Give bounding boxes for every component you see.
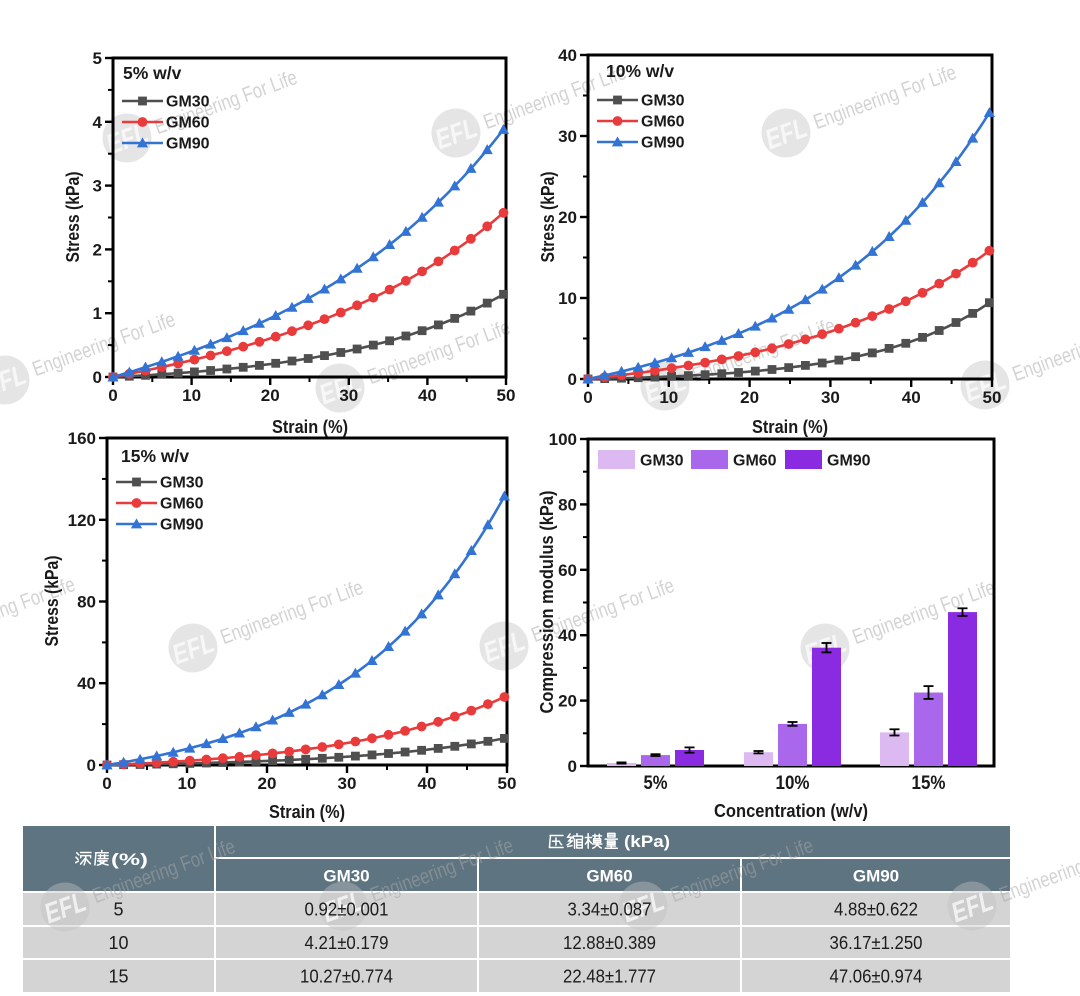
svg-text:Engineering For Life: Engineering For Life [0, 573, 78, 646]
svg-text:50: 50 [497, 386, 516, 405]
svg-text:12.88±0.389: 12.88±0.389 [563, 933, 656, 953]
svg-text:40: 40 [902, 388, 921, 407]
svg-text:0: 0 [93, 368, 102, 387]
svg-text:80: 80 [77, 593, 96, 612]
svg-text:22.48±1.777: 22.48±1.777 [563, 967, 656, 987]
svg-text:20: 20 [261, 386, 280, 405]
svg-text:GM90: GM90 [166, 136, 210, 153]
svg-text:0: 0 [583, 388, 592, 407]
svg-text:100: 100 [549, 430, 577, 449]
svg-text:Strain (%): Strain (%) [272, 417, 348, 437]
svg-text:40: 40 [418, 774, 437, 793]
svg-text:10.27±0.774: 10.27±0.774 [300, 967, 393, 987]
svg-text:0: 0 [568, 370, 577, 389]
svg-text:GM90: GM90 [160, 517, 204, 534]
svg-text:5% w/v: 5% w/v [123, 63, 182, 83]
svg-text:GM60: GM60 [166, 115, 210, 132]
svg-text:30: 30 [821, 388, 840, 407]
svg-text:Engineering For Life: Engineering For Life [29, 308, 178, 381]
svg-text:10%: 10% [776, 773, 810, 794]
svg-text:Stress (kPa): Stress (kPa) [538, 172, 558, 263]
svg-text:Engineering For Life: Engineering For Life [810, 61, 959, 134]
svg-text:GM90: GM90 [827, 453, 871, 470]
svg-text:15% w/v: 15% w/v [121, 446, 189, 466]
svg-text:120: 120 [68, 511, 96, 530]
svg-text:Concentration (w/v): Concentration (w/v) [714, 801, 868, 821]
svg-text:36.17±1.250: 36.17±1.250 [830, 933, 923, 953]
svg-text:Engineering For Life: Engineering For Life [217, 576, 366, 649]
svg-text:Stress (kPa): Stress (kPa) [63, 172, 83, 263]
svg-text:0.92±0.001: 0.92±0.001 [305, 900, 389, 920]
svg-text:10: 10 [178, 774, 197, 793]
svg-text:160: 160 [68, 429, 96, 448]
svg-text:GM60: GM60 [733, 453, 777, 470]
svg-text:0: 0 [108, 386, 117, 405]
svg-text:GM30: GM30 [160, 475, 204, 492]
svg-text:GM60: GM60 [586, 867, 632, 886]
svg-text:20: 20 [558, 208, 577, 227]
svg-text:50: 50 [983, 388, 1002, 407]
svg-text:40: 40 [77, 674, 96, 693]
svg-text:0: 0 [102, 774, 111, 793]
svg-text:0: 0 [568, 757, 577, 776]
svg-text:15: 15 [108, 967, 128, 987]
svg-text:GM60: GM60 [160, 496, 204, 513]
svg-text:1: 1 [93, 304, 102, 323]
svg-text:20: 20 [258, 774, 277, 793]
svg-text:GM30: GM30 [166, 94, 210, 111]
svg-text:4.21±0.179: 4.21±0.179 [305, 933, 389, 953]
svg-text:20: 20 [740, 388, 759, 407]
svg-text:3: 3 [93, 177, 102, 196]
svg-text:GM60: GM60 [641, 114, 685, 131]
svg-text:80: 80 [558, 495, 577, 514]
svg-text:Engineering For Life: Engineering For Life [1009, 313, 1080, 386]
svg-text:60: 60 [558, 561, 577, 580]
svg-text:10% w/v: 10% w/v [606, 61, 674, 81]
svg-text:4.88±0.622: 4.88±0.622 [834, 900, 918, 920]
svg-text:40: 40 [418, 386, 437, 405]
svg-text:10: 10 [558, 289, 577, 308]
svg-text:30: 30 [558, 127, 577, 146]
svg-text:4: 4 [93, 113, 103, 132]
svg-text:10: 10 [182, 386, 201, 405]
svg-text:2: 2 [93, 240, 102, 259]
svg-text:Strain (%): Strain (%) [752, 417, 828, 437]
svg-text:40: 40 [558, 46, 577, 65]
svg-text:0: 0 [87, 756, 96, 775]
svg-text:20: 20 [558, 692, 577, 711]
svg-text:GM30: GM30 [640, 453, 684, 470]
svg-text:5%: 5% [644, 773, 668, 794]
svg-text:10: 10 [659, 388, 678, 407]
svg-text:3.34±0.087: 3.34±0.087 [568, 900, 652, 920]
svg-text:10: 10 [108, 933, 128, 953]
svg-text:Stress (kPa): Stress (kPa) [42, 556, 62, 647]
svg-text:5: 5 [93, 49, 102, 68]
svg-text:30: 30 [338, 774, 357, 793]
svg-text:15%: 15% [912, 773, 946, 794]
svg-text:GM30: GM30 [323, 867, 369, 886]
svg-text:40: 40 [558, 626, 577, 645]
svg-text:5: 5 [113, 900, 123, 920]
svg-text:30: 30 [339, 386, 358, 405]
svg-text:GM90: GM90 [641, 135, 685, 152]
svg-text:Strain (%): Strain (%) [269, 802, 345, 822]
svg-text:Compression modulus (kPa): Compression modulus (kPa) [537, 491, 557, 714]
svg-text:(%): (%) [111, 850, 148, 869]
svg-text:(kPa): (kPa) [624, 832, 670, 851]
svg-text:50: 50 [498, 774, 517, 793]
svg-text:GM90: GM90 [853, 867, 899, 886]
svg-text:47.06±0.974: 47.06±0.974 [830, 967, 923, 987]
svg-text:GM30: GM30 [641, 93, 685, 110]
